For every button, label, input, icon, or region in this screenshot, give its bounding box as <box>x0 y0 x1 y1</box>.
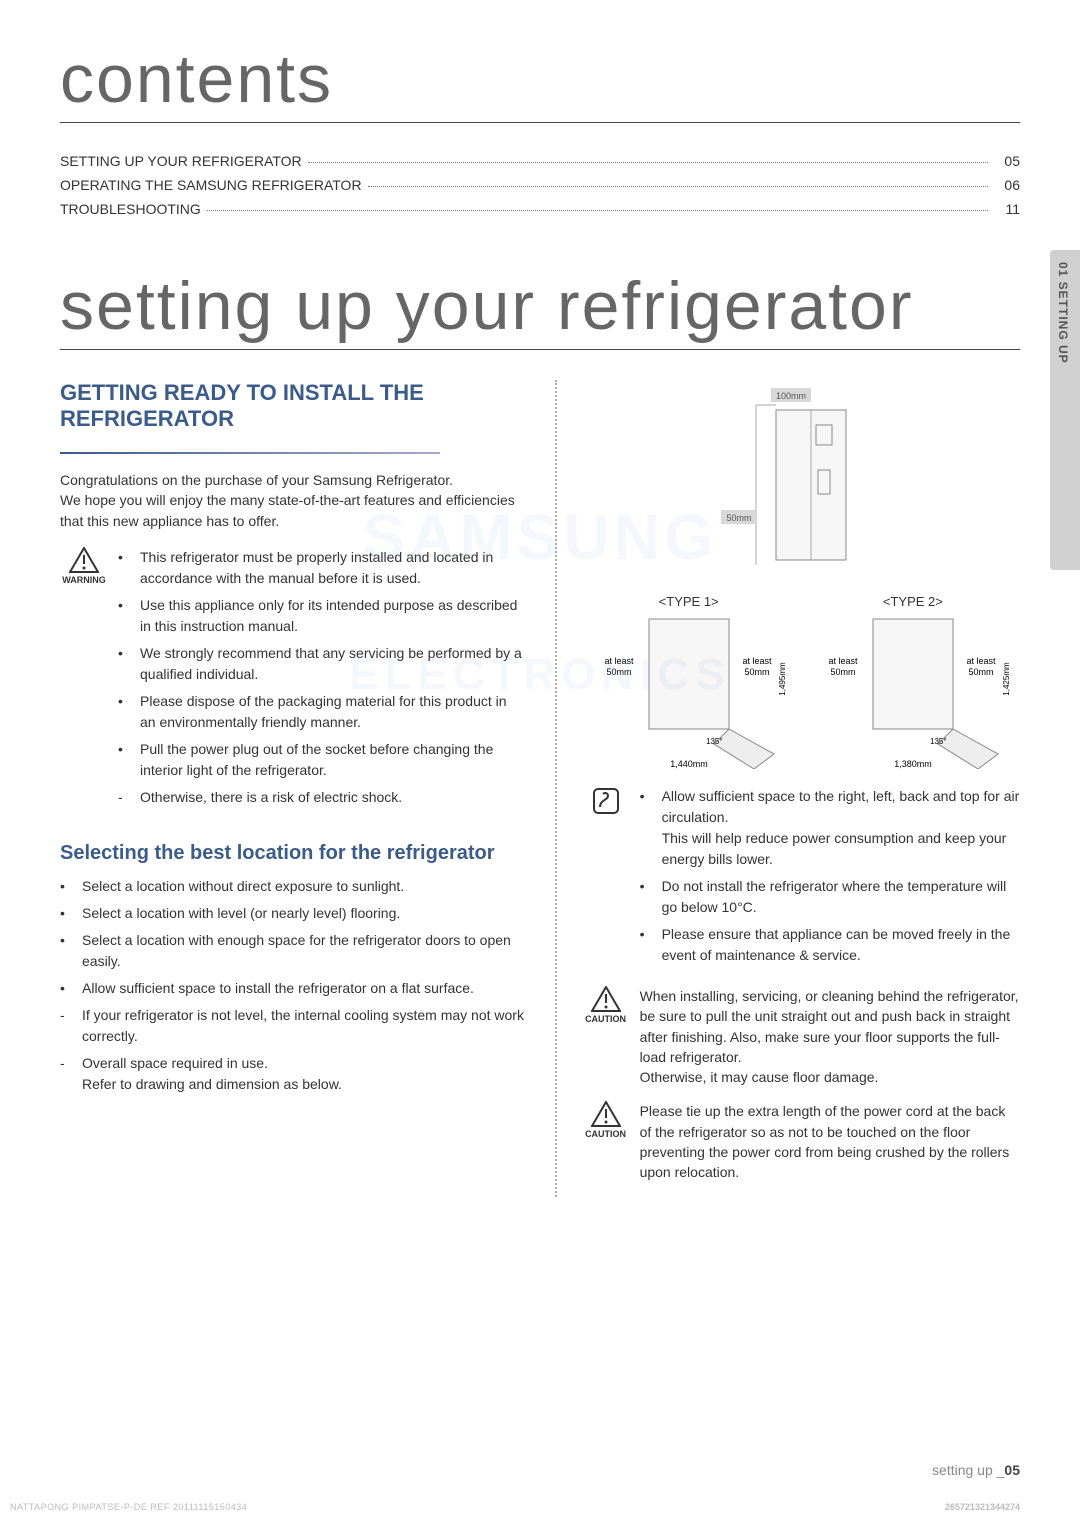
svg-text:at least: at least <box>828 656 858 666</box>
toc-dots <box>308 162 988 163</box>
title-setting-up: setting up your refrigerator <box>60 267 1020 350</box>
footer-label: setting up _ <box>932 1462 1004 1478</box>
list-item: -Otherwise, there is a risk of electric … <box>118 787 525 808</box>
toc-row: OPERATING THE SAMSUNG REFRIGERATOR 06 <box>60 177 1020 193</box>
svg-text:1,495mm: 1,495mm <box>778 662 787 696</box>
svg-text:50mm: 50mm <box>830 667 855 677</box>
list-item: •Use this appliance only for its intende… <box>118 595 525 637</box>
caution-icon: CAUTION <box>582 1101 630 1182</box>
svg-text:1,440mm: 1,440mm <box>670 759 708 769</box>
caution-block-1: CAUTION When installing, servicing, or c… <box>582 986 1020 1087</box>
toc-label: SETTING UP YOUR REFRIGERATOR <box>60 153 302 169</box>
heading-install: GETTING READY TO INSTALL THE REFRIGERATO… <box>60 380 525 436</box>
toc: SETTING UP YOUR REFRIGERATOR 05 OPERATIN… <box>60 153 1020 217</box>
svg-text:135°: 135° <box>930 737 947 746</box>
svg-text:1,425mm: 1,425mm <box>1002 662 1011 696</box>
tip-list: •Allow sufficient space to the right, le… <box>640 786 1020 972</box>
type1-diagram: at least50mm at least50mm 1,495mm 135° 1… <box>589 609 789 769</box>
toc-row: TROUBLESHOOTING 11 <box>60 201 1020 217</box>
list-item: •Allow sufficient space to install the r… <box>60 978 525 999</box>
list-item: •We strongly recommend that any servicin… <box>118 643 525 685</box>
svg-text:50mm: 50mm <box>726 513 751 523</box>
svg-text:50mm: 50mm <box>744 667 769 677</box>
left-column: GETTING READY TO INSTALL THE REFRIGERATO… <box>60 380 525 1197</box>
list-item: •Do not install the refrigerator where t… <box>640 876 1020 918</box>
toc-dots <box>368 186 988 187</box>
title-contents: contents <box>60 40 1020 123</box>
list-item: •Select a location with enough space for… <box>60 930 525 972</box>
diagram-top-view: 100mm 50mm <box>671 380 931 580</box>
toc-label: OPERATING THE SAMSUNG REFRIGERATOR <box>60 177 362 193</box>
toc-page: 05 <box>994 153 1020 169</box>
list-item: •Please ensure that appliance can be mov… <box>640 924 1020 966</box>
svg-text:1,380mm: 1,380mm <box>894 759 932 769</box>
svg-text:100mm: 100mm <box>776 391 806 401</box>
type1-cell: <TYPE 1> at least50mm at least50mm 1,495… <box>582 594 796 772</box>
caution-label: CAUTION <box>585 1014 626 1024</box>
type2-diagram: at least50mm at least50mm 1,425mm 135° 1… <box>813 609 1013 769</box>
svg-text:50mm: 50mm <box>606 667 631 677</box>
heading-location: Selecting the best location for the refr… <box>60 840 525 866</box>
intro-text: Congratulations on the purchase of your … <box>60 470 525 531</box>
footer-right: setting up _05 <box>932 1462 1020 1478</box>
type2-label: <TYPE 2> <box>806 594 1020 609</box>
toc-label: TROUBLESHOOTING <box>60 201 201 217</box>
caution-text-1: When installing, servicing, or cleaning … <box>640 986 1020 1087</box>
list-item: -Overall space required in use. Refer to… <box>60 1053 525 1095</box>
fine-print-left: NATTAPONG PIMPATSE-P-DE REF 201111151504… <box>10 1502 247 1512</box>
caution-text-2: Please tie up the extra length of the po… <box>640 1101 1020 1182</box>
side-tab-label: 01 SETTING UP <box>1050 250 1076 376</box>
columns: GETTING READY TO INSTALL THE REFRIGERATO… <box>60 380 1020 1197</box>
right-column: 100mm 50mm <TYPE 1> at least50mm at leas… <box>555 380 1020 1197</box>
list-item: •Please dispose of the packaging materia… <box>118 691 525 733</box>
type1-label: <TYPE 1> <box>582 594 796 609</box>
type2-cell: <TYPE 2> at least50mm at least50mm 1,425… <box>806 594 1020 772</box>
list-item: •This refrigerator must be properly inst… <box>118 547 525 589</box>
toc-row: SETTING UP YOUR REFRIGERATOR 05 <box>60 153 1020 169</box>
caution-label: CAUTION <box>585 1129 626 1139</box>
warning-list: •This refrigerator must be properly inst… <box>118 547 525 814</box>
svg-text:at least: at least <box>966 656 996 666</box>
heading-underline <box>60 452 440 454</box>
fine-print-right: 265721321344274 <box>945 1502 1020 1512</box>
toc-page: 06 <box>994 177 1020 193</box>
warning-block: WARNING •This refrigerator must be prope… <box>60 547 525 814</box>
svg-text:at least: at least <box>742 656 772 666</box>
location-list: •Select a location without direct exposu… <box>60 876 525 1095</box>
warning-label: WARNING <box>62 575 106 585</box>
list-item: •Select a location without direct exposu… <box>60 876 525 897</box>
list-item: •Pull the power plug out of the socket b… <box>118 739 525 781</box>
list-item: •Select a location with level (or nearly… <box>60 903 525 924</box>
list-item: •Allow sufficient space to the right, le… <box>640 786 1020 870</box>
tip-block: •Allow sufficient space to the right, le… <box>582 786 1020 972</box>
note-icon <box>582 786 630 972</box>
svg-text:at least: at least <box>604 656 634 666</box>
list-item: -If your refrigerator is not level, the … <box>60 1005 525 1047</box>
caution-icon: CAUTION <box>582 986 630 1087</box>
footer-page: 05 <box>1004 1462 1020 1478</box>
caution-block-2: CAUTION Please tie up the extra length o… <box>582 1101 1020 1182</box>
svg-text:50mm: 50mm <box>968 667 993 677</box>
toc-dots <box>207 210 988 211</box>
type-diagrams: <TYPE 1> at least50mm at least50mm 1,495… <box>582 594 1020 772</box>
warning-icon: WARNING <box>60 547 108 814</box>
toc-page: 11 <box>994 201 1020 217</box>
svg-text:135°: 135° <box>706 737 723 746</box>
side-tab: 01 SETTING UP <box>1050 250 1080 570</box>
